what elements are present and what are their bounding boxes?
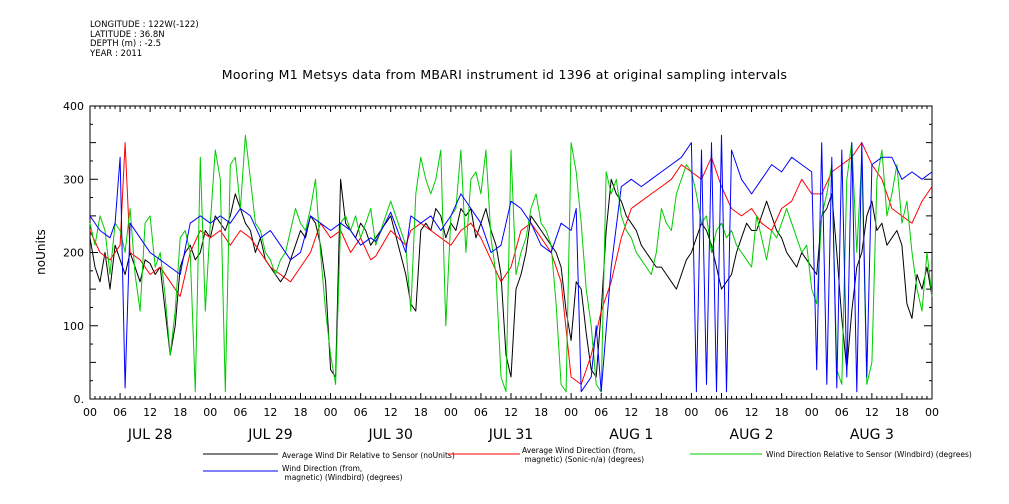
x-hour-label: 00 (925, 406, 939, 419)
legend-label: Average Wind Dir Relative to Sensor (noU… (282, 451, 455, 460)
x-hour-label: 18 (654, 406, 668, 419)
x-hour-label: 00 (564, 406, 578, 419)
x-hour-label: 18 (895, 406, 909, 419)
y-tick-labels: 0. 100 200 300 400 (63, 100, 84, 406)
x-day-label: AUG 2 (730, 427, 774, 443)
x-hour-label: 12 (745, 406, 759, 419)
y-axis-label: noUnits (34, 229, 48, 275)
x-hour-label: 12 (263, 406, 277, 419)
y-tick-label: 0. (74, 393, 85, 406)
x-hour-label: 06 (594, 406, 608, 419)
x-hour-label: 18 (414, 406, 428, 419)
x-tick-labels: 00 06 12 18 00 06 12 18 00 06 12 18 00 06 12 18 00 06 12 18… (83, 406, 939, 443)
y-tick-label: 300 (63, 173, 84, 186)
chart-title: Mooring M1 Metsys data from MBARI instru… (221, 67, 788, 82)
y-tick-label: 200 (63, 247, 84, 260)
axis-ticks (89, 105, 933, 400)
legend-label: Wind Direction (from, magnetic) (Windbir… (282, 464, 403, 482)
y-tick-label: 400 (63, 100, 84, 113)
metadata-block: LONGITUDE : 122W(-122) LATITUDE : 36.8N … (90, 20, 199, 59)
y-tick-label: 100 (63, 320, 84, 333)
x-hour-label: 18 (173, 406, 187, 419)
depth-label: DEPTH (m) : -2.5 (90, 39, 162, 49)
year-label: YEAR : 2011 (90, 48, 143, 59)
x-hour-label: 18 (294, 406, 308, 419)
x-hour-label: 18 (534, 406, 548, 419)
x-day-label: AUG 3 (850, 427, 894, 443)
latitude-label: LATITUDE : 36.8N (90, 29, 165, 40)
x-hour-label: 18 (775, 406, 789, 419)
x-day-label: JUL 29 (247, 427, 292, 443)
x-hour-label: 06 (354, 406, 368, 419)
series-line (89, 178, 933, 378)
legend: Average Wind Dir Relative to Sensor (noU… (203, 446, 972, 482)
x-hour-label: 12 (143, 406, 157, 419)
x-hour-label: 06 (835, 406, 849, 419)
x-hour-label: 12 (384, 406, 398, 419)
x-hour-label: 00 (203, 406, 217, 419)
x-hour-label: 12 (504, 406, 518, 419)
series-line (89, 134, 933, 393)
x-hour-label: 00 (444, 406, 458, 419)
x-day-label: AUG 1 (609, 427, 653, 443)
x-hour-label: 06 (474, 406, 488, 419)
x-hour-label: 12 (624, 406, 638, 419)
x-hour-label: 00 (324, 406, 338, 419)
x-day-label: JUL 30 (367, 427, 412, 443)
x-hour-label: 06 (233, 406, 247, 419)
x-hour-label: 06 (113, 406, 127, 419)
legend-label: Wind Direction Relative to Sensor (Windb… (766, 450, 972, 459)
series-line (89, 134, 933, 393)
x-day-label: JUL 31 (488, 427, 533, 443)
x-day-label: JUL 28 (127, 427, 172, 443)
x-hour-label: 00 (805, 406, 819, 419)
x-hour-label: 06 (715, 406, 729, 419)
x-hour-label: 00 (83, 406, 97, 419)
series-line (89, 142, 933, 385)
legend-label: Average Wind Direction (from, magnetic) … (522, 446, 644, 464)
x-hour-label: 00 (684, 406, 698, 419)
longitude-label: LONGITUDE : 122W(-122) (90, 20, 199, 30)
x-hour-label: 12 (865, 406, 879, 419)
data-series (89, 134, 933, 393)
